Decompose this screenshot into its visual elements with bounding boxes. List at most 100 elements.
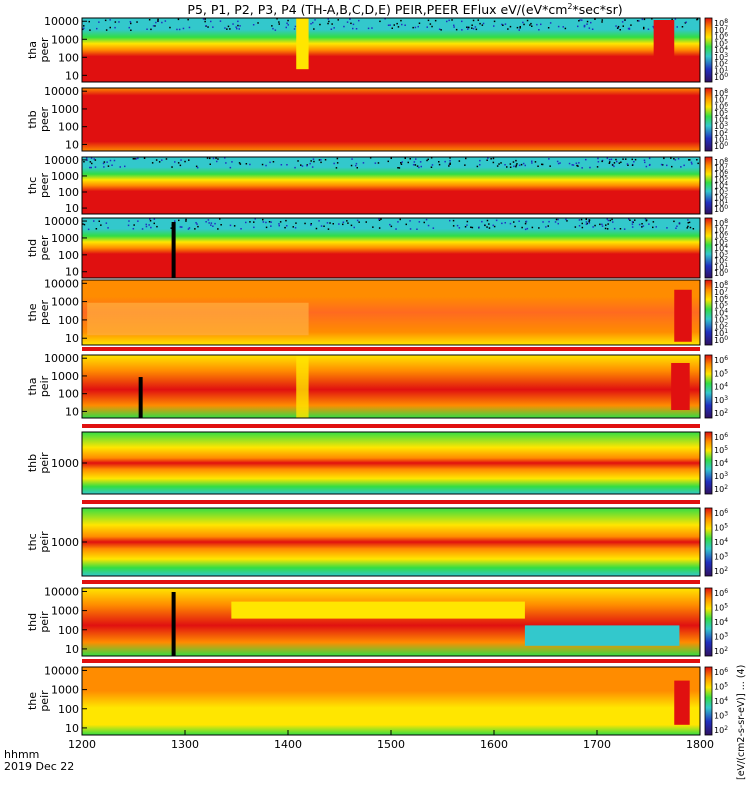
noise-speck <box>310 23 312 25</box>
noise-speck <box>529 24 531 26</box>
colorbar-tick-label: 106 <box>714 432 728 442</box>
noise-speck <box>103 166 105 168</box>
noise-speck <box>327 228 330 230</box>
noise-speck <box>538 29 540 31</box>
noise-speck <box>271 25 273 27</box>
noise-speck <box>118 21 120 23</box>
noise-speck <box>278 21 280 23</box>
noise-speck <box>285 26 287 29</box>
x-tick-label: 1400 <box>274 738 302 751</box>
noise-speck <box>85 157 88 159</box>
noise-speck <box>568 162 571 165</box>
noise-speck <box>127 224 130 227</box>
noise-speck <box>285 219 287 222</box>
noise-speck <box>601 159 604 162</box>
noise-speck <box>671 165 673 168</box>
noise-speck <box>524 228 527 231</box>
noise-speck <box>518 220 520 222</box>
noise-speck <box>350 224 353 227</box>
y-tick-label: 10000 <box>44 352 79 365</box>
noise-speck <box>509 163 512 165</box>
noise-speck <box>434 19 437 22</box>
noise-speck <box>185 218 187 221</box>
colorbar <box>704 17 713 83</box>
noise-speck <box>616 160 618 163</box>
noise-speck <box>678 222 681 224</box>
noise-speck <box>329 222 331 224</box>
noise-speck <box>414 164 417 166</box>
noise-speck <box>278 223 280 225</box>
spectrogram-fill <box>82 355 700 418</box>
x-tick-label: 1200 <box>68 738 96 751</box>
noise-speck <box>154 25 156 27</box>
noise-speck <box>356 219 359 222</box>
noise-speck <box>594 18 596 20</box>
noise-speck <box>427 158 429 161</box>
noise-speck <box>113 159 116 162</box>
noise-speck <box>227 25 230 28</box>
x-tick-label: 1700 <box>583 738 611 751</box>
noise-speck <box>391 27 393 29</box>
noise-speck <box>501 222 503 225</box>
panel-frame <box>81 17 701 83</box>
noise-speck <box>311 166 314 168</box>
spectrogram-fill <box>82 508 700 576</box>
x-tick-label: 1600 <box>480 738 508 751</box>
noise-speck <box>481 24 484 26</box>
noise-speck <box>265 226 268 229</box>
noise-speck <box>638 20 640 22</box>
noise-speck <box>239 163 242 165</box>
noise-speck <box>468 26 470 29</box>
noise-speck <box>83 25 85 27</box>
noise-speck <box>609 161 611 163</box>
noise-speck <box>111 164 113 166</box>
noise-speck <box>611 218 613 221</box>
noise-speck <box>107 227 109 229</box>
noise-speck <box>83 161 85 163</box>
noise-speck <box>509 222 512 225</box>
noise-speck <box>90 166 92 169</box>
noise-speck <box>418 166 420 169</box>
noise-speck <box>474 26 477 28</box>
noise-speck <box>196 223 198 225</box>
noise-speck <box>371 27 373 29</box>
noise-speck <box>235 26 237 28</box>
noise-speck <box>148 19 151 21</box>
noise-speck <box>397 26 400 28</box>
noise-speck <box>588 27 591 29</box>
noise-speck <box>231 161 233 163</box>
noise-speck <box>400 163 403 165</box>
noise-speck <box>152 25 155 27</box>
noise-speck <box>597 157 599 160</box>
noise-speck <box>143 157 146 159</box>
noise-speck <box>692 228 695 230</box>
intense-feature <box>674 680 690 725</box>
noise-speck <box>204 18 206 20</box>
noise-speck <box>404 24 406 26</box>
status-strip <box>82 347 700 351</box>
panel-label-product: peir <box>38 375 51 397</box>
noise-speck <box>628 218 630 220</box>
noise-speck <box>177 18 180 21</box>
noise-speck <box>655 226 657 228</box>
noise-speck <box>427 19 430 22</box>
noise-speck <box>504 222 506 224</box>
noise-speck <box>531 162 533 164</box>
noise-speck <box>197 225 199 228</box>
y-tick-label: 1000 <box>51 232 79 245</box>
noise-speck <box>146 28 148 30</box>
noise-speck <box>378 219 381 221</box>
colorbar-tick-label: 105 <box>714 38 728 48</box>
panel-label-probe: thb <box>26 454 39 472</box>
noise-speck <box>333 162 335 165</box>
colorbar-tick-label: 102 <box>714 128 728 138</box>
noise-speck <box>627 27 630 30</box>
colorbar-tick-label: 103 <box>714 249 728 259</box>
noise-speck <box>523 23 525 26</box>
noise-speck <box>622 158 624 160</box>
noise-speck <box>630 24 632 26</box>
noise-speck <box>187 18 189 21</box>
noise-speck <box>571 164 573 166</box>
x-tick-label: 1500 <box>377 738 405 751</box>
